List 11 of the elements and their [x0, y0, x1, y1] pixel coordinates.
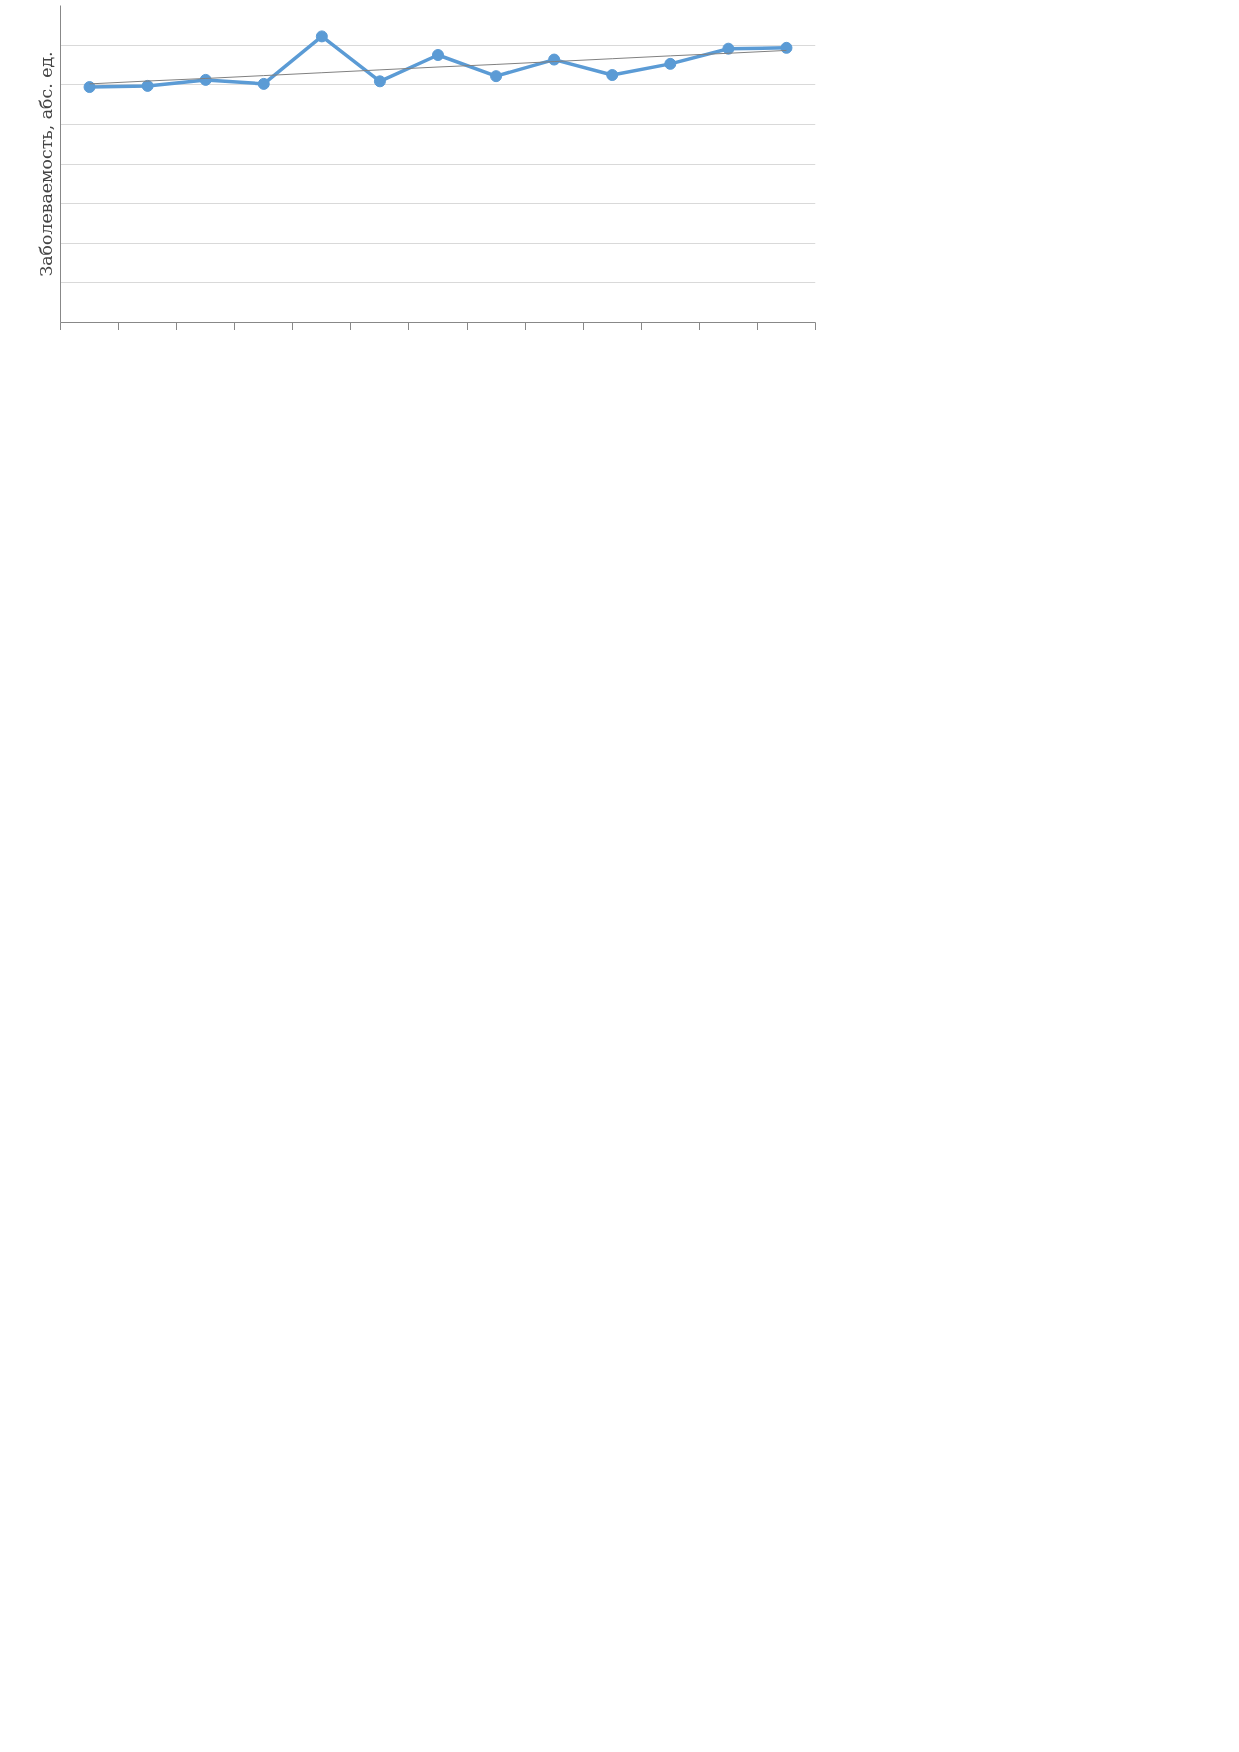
point [606, 69, 619, 82]
point [257, 77, 270, 90]
point [490, 70, 503, 83]
y-axis-title: Заболеваемость, абс. ед. [35, 51, 56, 277]
point [664, 57, 677, 70]
point [432, 49, 444, 61]
point [83, 81, 96, 94]
point [780, 41, 793, 54]
point [315, 30, 328, 43]
point [373, 75, 386, 88]
point [722, 42, 735, 55]
